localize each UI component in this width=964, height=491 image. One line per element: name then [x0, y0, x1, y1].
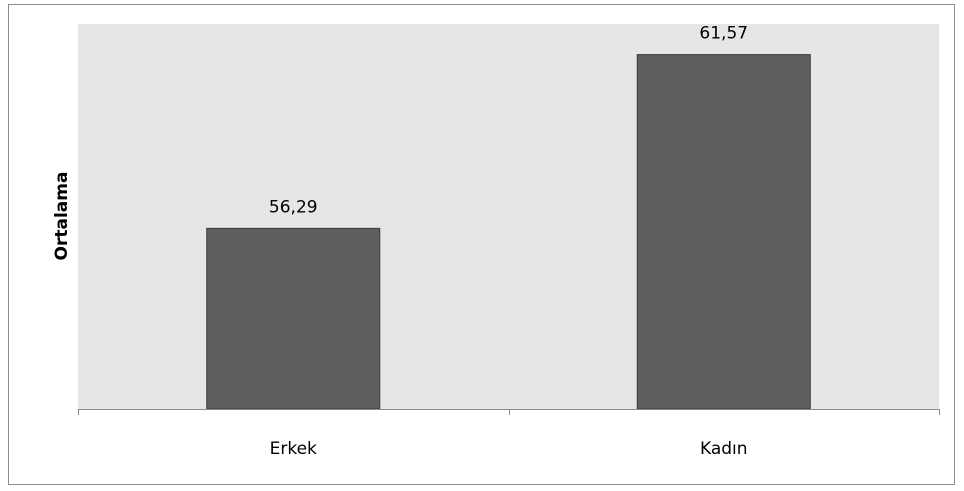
x-axis-ticks [78, 409, 940, 415]
bar-erkek [206, 227, 381, 410]
bar-kadın [636, 54, 811, 410]
labels-group: 56,29 Erkek 61,57 Kadın [269, 24, 748, 459]
category-label: Erkek [270, 439, 317, 459]
bars-group [206, 54, 811, 410]
data-label: 56,29 [269, 197, 318, 217]
y-axis-label: Ortalama [52, 172, 72, 261]
data-label: 61,57 [699, 24, 748, 44]
category-label: Kadın [700, 439, 748, 459]
